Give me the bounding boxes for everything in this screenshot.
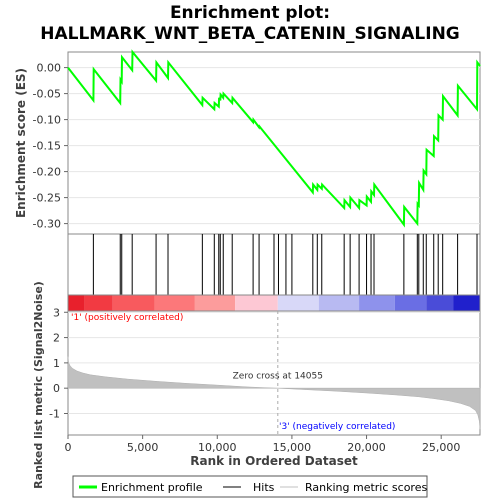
es-ytick-label: -0.20	[33, 166, 61, 179]
es-ytick-label: -0.30	[33, 218, 61, 231]
rank-panel: Zero cross at 14055 '1' (positively corr…	[32, 281, 481, 489]
rank-ytick-label: -1	[49, 407, 60, 420]
legend-label-hits: Hits	[253, 481, 275, 494]
es-ytick-label: -0.25	[33, 192, 61, 205]
rank-ytick-label: 3	[53, 306, 60, 319]
chart-title-line1: Enrichment plot:	[170, 3, 330, 23]
heatmap-segment	[318, 295, 360, 311]
heatmap-segment	[112, 295, 155, 311]
positive-correlation-label: '1' (positively correlated)	[71, 313, 183, 323]
legend-frame	[72, 475, 428, 498]
negative-correlation-label: '3' (negatively correlated)	[279, 422, 395, 432]
rank-xlabel: Rank in Ordered Dataset	[190, 454, 358, 468]
heatmap-segment	[68, 295, 85, 311]
legend-label-enrichment: Enrichment profile	[101, 481, 203, 494]
chart-title-line2: HALLMARK_WNT_BETA_CATENIN_SIGNALING	[40, 24, 460, 44]
es-profile-line	[67, 49, 481, 228]
rank-plot-frame	[67, 310, 481, 436]
heatmap-segment	[84, 295, 113, 311]
zero-cross-label: Zero cross at 14055	[233, 372, 323, 382]
heatmap-bar	[67, 294, 481, 312]
rank-ytick-label: 0	[53, 382, 60, 395]
es-ytick-label: -0.15	[33, 140, 61, 153]
es-ytick-label: 0.00	[37, 62, 62, 75]
x-tick-label: 0	[65, 441, 72, 454]
es-ytick-label: -0.05	[33, 88, 61, 101]
heatmap-segment	[453, 295, 480, 311]
heatmap-segment	[394, 295, 427, 311]
rank-ylabel: Ranked list metric (Signal2Noise)	[32, 281, 45, 489]
es-panel: 0.00 -0.05 -0.10 -0.15 -0.20 -0.25 -0.30 Enric…	[14, 49, 481, 235]
x-tick-label: 25,000	[422, 441, 461, 454]
x-tick-label: 5,000	[127, 441, 159, 454]
x-tick-label: 15,000	[273, 441, 312, 454]
x-tick-label: 10,000	[198, 441, 237, 454]
heatmap-segment	[235, 295, 278, 311]
x-tick-label: 20,000	[347, 441, 386, 454]
heatmap-segment	[277, 295, 319, 311]
hits-panel	[67, 233, 481, 296]
es-ylabel: Enrichment score (ES)	[14, 68, 28, 218]
es-ytick-label: -0.10	[33, 114, 61, 127]
heatmap-segment	[154, 295, 195, 311]
heatmap-segment	[359, 295, 395, 311]
rank-ytick-label: 1	[53, 357, 60, 370]
rank-ytick-label: 2	[53, 332, 60, 345]
legend-label-ranking: Ranking metric scores	[305, 481, 427, 494]
legend: Enrichment profile Hits Ranking metric s…	[72, 475, 428, 498]
heatmap-segment	[426, 295, 454, 311]
ranking-metric-area	[67, 356, 481, 430]
heatmap-segment	[194, 295, 236, 311]
